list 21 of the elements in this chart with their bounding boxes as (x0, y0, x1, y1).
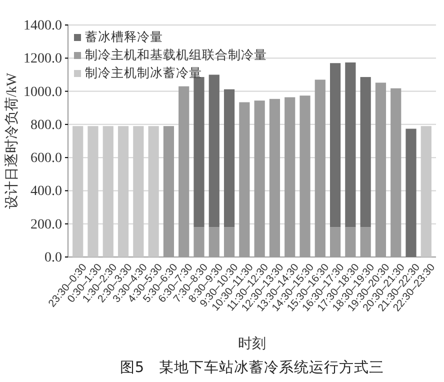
y-tick-label: 600.0 (30, 151, 62, 166)
bar (194, 77, 204, 228)
y-tick-label: 0.0 (44, 250, 62, 266)
legend-label: 制冷主机制冰蓄冷量 (85, 65, 202, 80)
y-tick-label: 400.0 (30, 184, 62, 200)
y-axis-title: 设计日逐时冷负荷/kW (4, 72, 20, 210)
bar (330, 63, 341, 228)
bar (406, 128, 416, 257)
y-tick-label: 1400.0 (24, 18, 62, 34)
legend-label: 蓄冰槽释冷量 (85, 30, 163, 44)
y-tick-label: 800.0 (30, 118, 62, 133)
y-tick-label: 200.0 (30, 217, 62, 232)
bar (224, 89, 235, 228)
y-tick-label: 1000.0 (24, 84, 62, 100)
text: 图5 某地下车站冰蓄冷系统运行方式三 (120, 359, 384, 376)
x-axis-title: 时刻 (238, 336, 266, 352)
bar (208, 74, 220, 228)
bar (360, 77, 371, 228)
y-tick-label: 1200.0 (24, 52, 62, 67)
legend-label: 制冷主机和基载机组联合制冷量 (85, 47, 267, 62)
bar (345, 62, 356, 228)
